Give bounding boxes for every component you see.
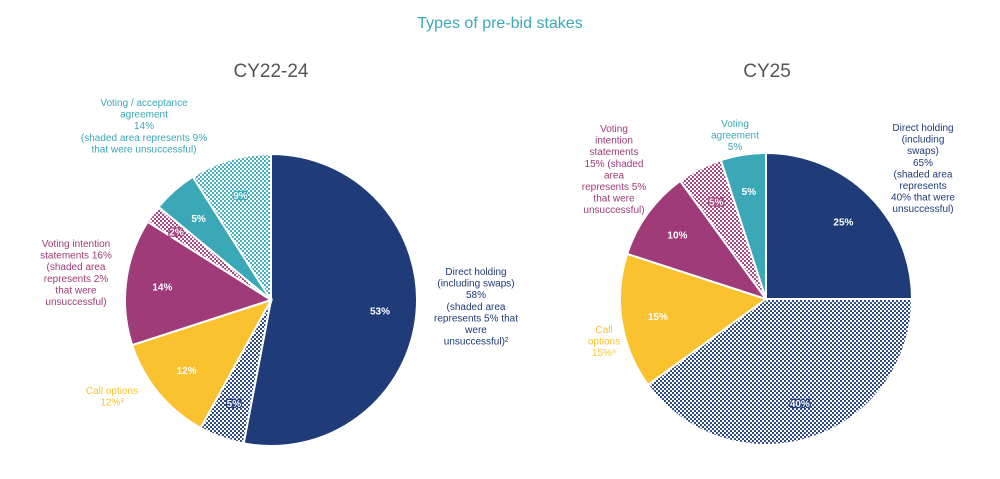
pie-cy22-24: 53% 5% 12% 14% 2% 5% 9% (124, 152, 418, 447)
pie-title-cy22-24: CY22-24 (234, 61, 309, 82)
data-label-direct-holding-successful: 25% (833, 218, 853, 229)
pie-slice-call-options (130, 298, 274, 430)
data-label-voting-acceptance-agreement-successful: 5% (191, 214, 206, 225)
annotation-navy: Direct holding (including swaps) 65% (shaded… (891, 123, 955, 215)
pie-slice-direct-holding-successful (765, 151, 914, 300)
data-label-voting-agreement: 5% (742, 187, 757, 198)
annotation-teal: Voting agreement 5% (711, 119, 759, 153)
annotation-magenta: Voting intention statements 16% (shaded ar… (40, 239, 112, 308)
annotation-magenta: Voting intention statements 15% (shaded area… (582, 124, 647, 216)
data-label-voting-intention-statements-successful: 14% (152, 282, 172, 293)
data-label-voting-intention-statements-unsuccessful: 2% (169, 227, 184, 238)
annotation-navy: Direct holding (including swaps) 58% (shade… (434, 267, 518, 348)
data-label-call-options: 12% (177, 366, 197, 377)
annotation-yellow: Call options 15%⁵ (588, 325, 620, 359)
pie-slice-voting-intention-statements-successful (124, 220, 274, 347)
pie-slice-voting-acceptance-agreement-unsuccessful (191, 152, 272, 304)
pie-slice-voting-intention-statements-successful (625, 179, 769, 301)
data-label-call-options: 15% (648, 312, 668, 323)
data-label-direct-holding-successful: 53% (370, 306, 390, 317)
annotation-teal: Voting / acceptance agreement 14% (shaded a… (81, 98, 207, 155)
chart-title: Types of pre-bid stakes (417, 15, 582, 32)
pie-slice-direct-holding-unsuccessful (646, 298, 914, 446)
data-label-voting-intention-statements-successful: 10% (667, 231, 687, 242)
annotations-cy22-24: Direct holding (including swaps) 58% (shade… (40, 98, 518, 409)
pie-title-cy25: CY25 (743, 61, 791, 82)
data-label-direct-holding-unsuccessful: 5% (227, 399, 242, 410)
pie-slice-call-options (619, 252, 769, 387)
pie-slice-voting-agreement (719, 151, 767, 300)
pie-slice-direct-holding-successful (242, 152, 418, 447)
annotation-yellow: Call options 12%³ (86, 386, 138, 409)
pie-cy25: 25% 40% 15% 10% 5% 5% (619, 151, 914, 446)
data-label-voting-intention-statements-unsuccessful: 5% (709, 197, 724, 208)
data-label-direct-holding-unsuccessful: 40% (790, 399, 810, 410)
annotations-cy25: Direct holding (including swaps) 65% (shaded… (582, 119, 956, 359)
data-label-voting-acceptance-agreement-unsuccessful: 9% (233, 191, 248, 202)
